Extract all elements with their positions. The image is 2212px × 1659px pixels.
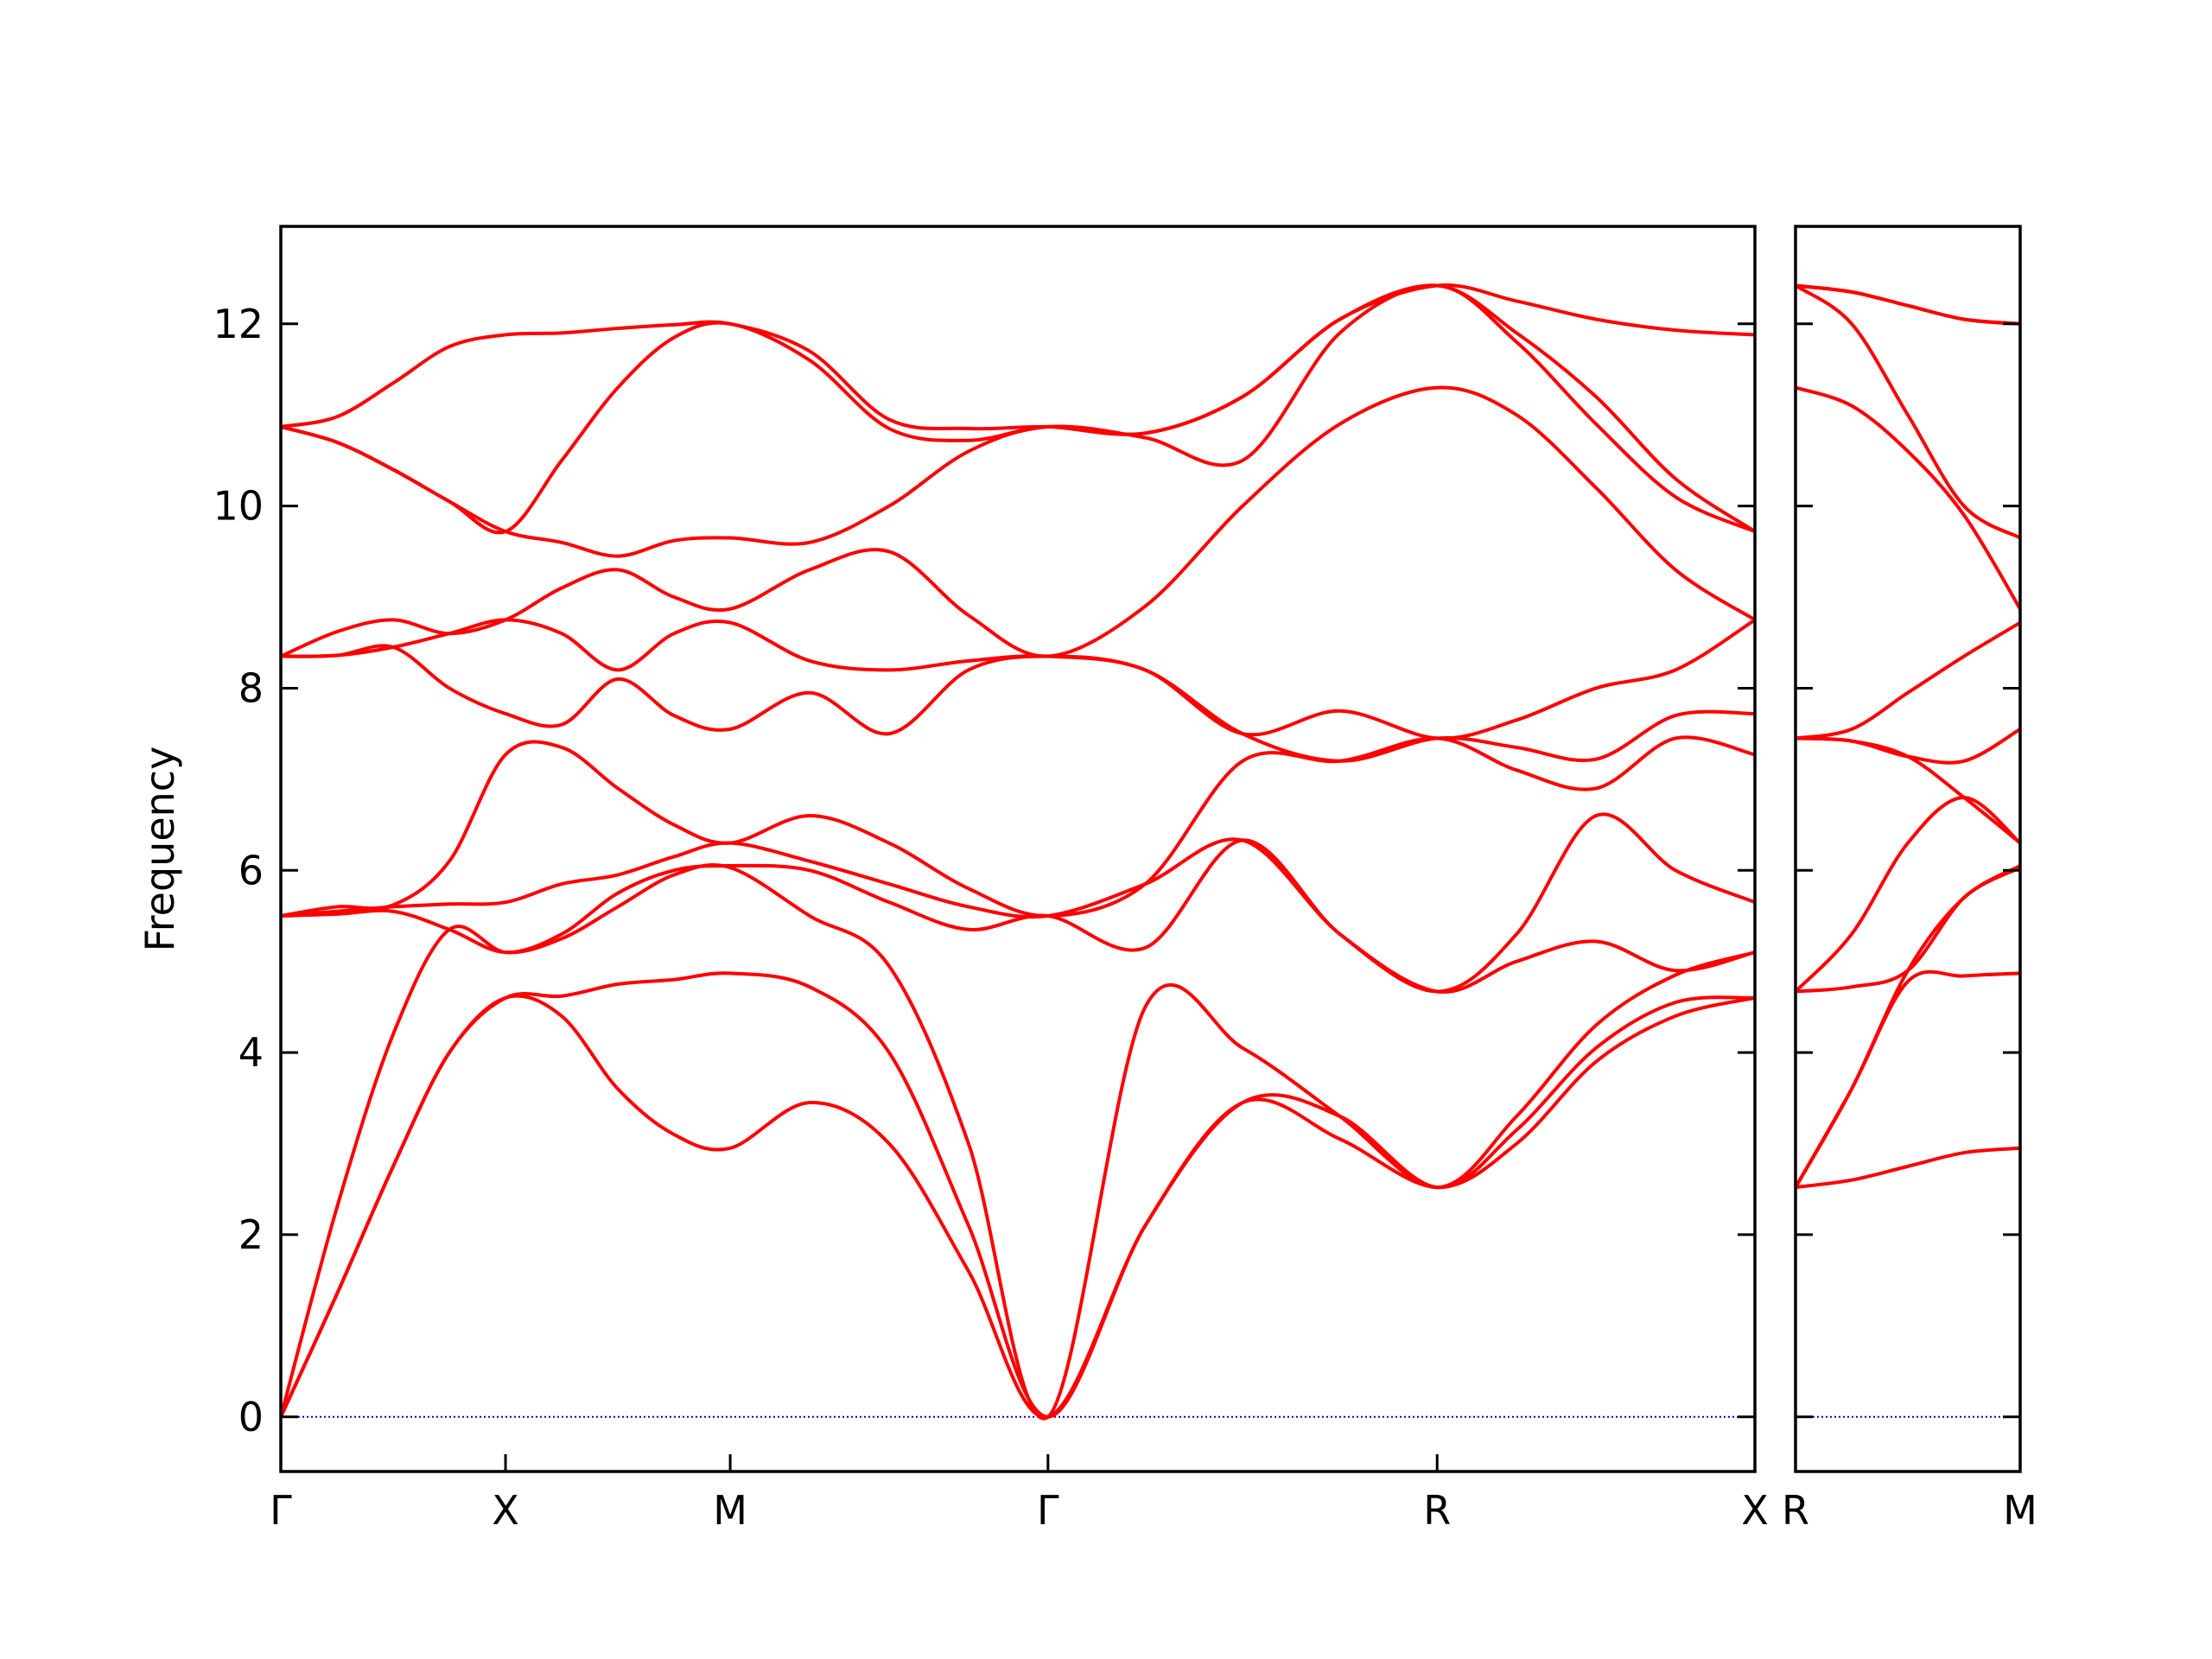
band-line	[1795, 1146, 2021, 1190]
band-line	[280, 812, 1756, 994]
y-tick-label: 0	[238, 1394, 264, 1440]
plot-frame	[279, 225, 1757, 1473]
band-line	[280, 385, 1757, 658]
band-line	[280, 644, 1756, 763]
x-tick-label: R	[1782, 1487, 1809, 1534]
x-tick-label: M	[2003, 1487, 2037, 1534]
plot-frame	[1794, 225, 2022, 1473]
x-tick-label: R	[1423, 1487, 1451, 1534]
band-line	[280, 283, 1756, 558]
x-tick-label: M	[713, 1487, 747, 1534]
band-line	[279, 971, 1756, 1419]
y-tick-label: 10	[213, 483, 264, 530]
x-tick-label: Γ	[270, 1487, 292, 1534]
x-tick-label: X	[1741, 1487, 1769, 1534]
x-tick-label: Γ	[1037, 1487, 1059, 1534]
band-line	[280, 735, 1756, 918]
y-axis-label: Frequency	[137, 747, 183, 952]
band-line	[280, 283, 1756, 436]
y-tick-label: 12	[213, 301, 264, 347]
band-line	[1795, 283, 2021, 326]
band-line	[1794, 283, 2021, 540]
band-line	[280, 838, 1756, 995]
band-line	[280, 283, 1757, 535]
y-tick-label: 2	[238, 1211, 264, 1258]
band-line	[1795, 385, 2022, 610]
band-line	[1794, 795, 2022, 993]
band-line	[1795, 864, 2021, 994]
y-tick-label: 8	[238, 664, 264, 711]
band-line	[1795, 728, 2022, 765]
band-line	[1795, 620, 2022, 741]
band-line	[280, 618, 1757, 741]
x-tick-label: X	[492, 1487, 519, 1534]
y-tick-label: 6	[238, 847, 264, 893]
y-tick-label: 4	[238, 1029, 264, 1076]
